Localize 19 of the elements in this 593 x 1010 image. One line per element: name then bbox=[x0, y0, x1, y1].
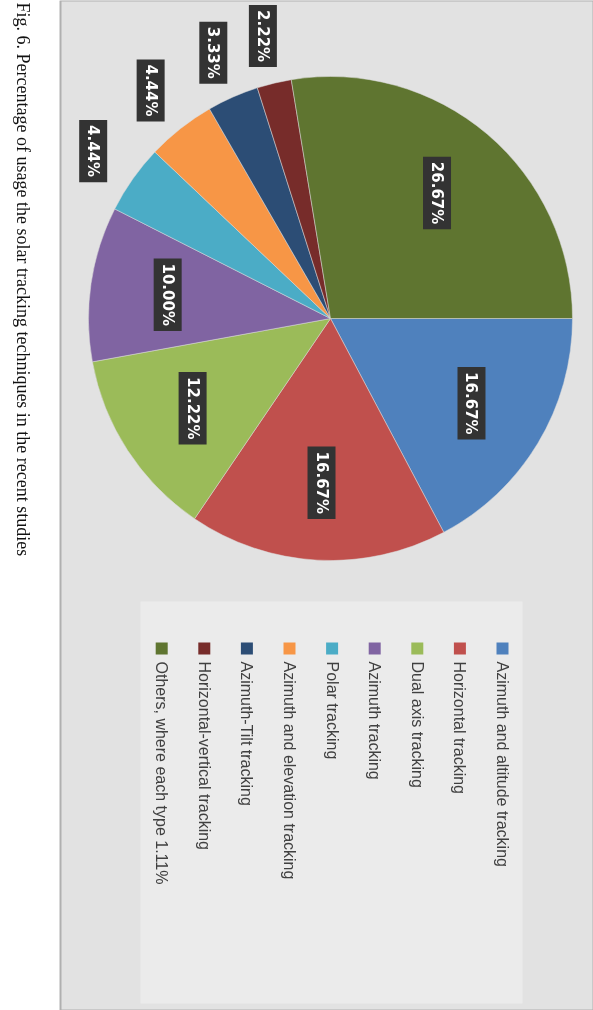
data-label: 16.67% bbox=[462, 372, 481, 435]
legend-label: Dual axis tracking bbox=[408, 661, 426, 788]
legend-label: Horizontal-vertical tracking bbox=[195, 661, 213, 851]
legend-label: Polar tracking bbox=[323, 661, 341, 760]
legend-label: Azimuth and elevation tracking bbox=[281, 661, 298, 880]
legend-label: Azimuth tracking bbox=[366, 661, 384, 780]
data-label: 4.44% bbox=[84, 125, 103, 178]
data-label: 2.22% bbox=[253, 10, 272, 63]
data-label: 10.00% bbox=[158, 263, 177, 326]
data-label: 3.33% bbox=[204, 26, 223, 79]
data-label: 26.67% bbox=[428, 161, 447, 225]
data-label: 12.22% bbox=[183, 377, 202, 440]
legend-label: Others, where each type 1.11% bbox=[153, 661, 171, 885]
text: Fig. 6. Percentage of usage the solar tracking techniques in the recent studies bbox=[12, 2, 33, 557]
legend-label: Horizontal tracking bbox=[451, 661, 469, 794]
data-label: 16.67% bbox=[312, 451, 331, 515]
legend-label: Azimuth and altitude tracking bbox=[494, 661, 511, 867]
data-label: 4.44% bbox=[141, 64, 160, 117]
legend-label: Azimuth-Tilt tracking bbox=[238, 661, 256, 806]
